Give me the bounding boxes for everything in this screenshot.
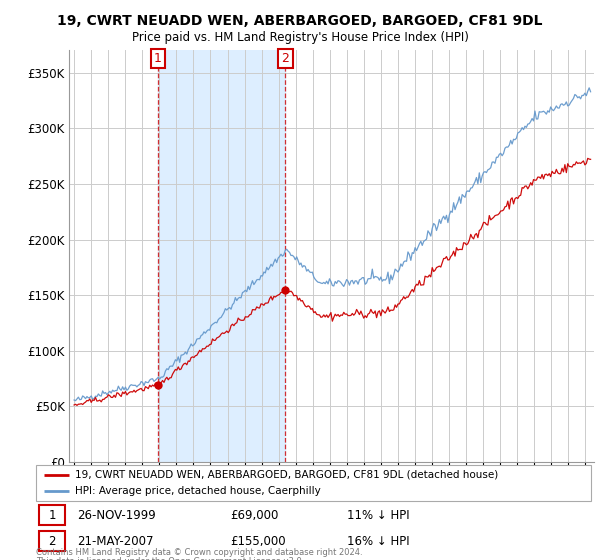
Text: HPI: Average price, detached house, Caerphilly: HPI: Average price, detached house, Caer… <box>75 487 320 496</box>
Text: This data is licensed under the Open Government Licence v3.0.: This data is licensed under the Open Gov… <box>36 557 304 560</box>
Text: 2: 2 <box>281 52 289 65</box>
Text: £69,000: £69,000 <box>230 508 278 522</box>
Text: 16% ↓ HPI: 16% ↓ HPI <box>347 534 409 548</box>
Text: Contains HM Land Registry data © Crown copyright and database right 2024.: Contains HM Land Registry data © Crown c… <box>36 548 362 557</box>
Text: 1: 1 <box>49 508 56 522</box>
FancyBboxPatch shape <box>36 465 591 501</box>
Bar <box>158 50 286 462</box>
Text: 21-MAY-2007: 21-MAY-2007 <box>77 534 154 548</box>
Text: 26-NOV-1999: 26-NOV-1999 <box>77 508 157 522</box>
Text: 1: 1 <box>154 52 161 65</box>
Text: 11% ↓ HPI: 11% ↓ HPI <box>347 508 409 522</box>
Text: £155,000: £155,000 <box>230 534 286 548</box>
Text: 19, CWRT NEUADD WEN, ABERBARGOED, BARGOED, CF81 9DL (detached house): 19, CWRT NEUADD WEN, ABERBARGOED, BARGOE… <box>75 470 498 479</box>
Text: 2: 2 <box>49 534 56 548</box>
Text: 19, CWRT NEUADD WEN, ABERBARGOED, BARGOED, CF81 9DL: 19, CWRT NEUADD WEN, ABERBARGOED, BARGOE… <box>57 14 543 28</box>
FancyBboxPatch shape <box>39 531 65 551</box>
Text: Price paid vs. HM Land Registry's House Price Index (HPI): Price paid vs. HM Land Registry's House … <box>131 31 469 44</box>
FancyBboxPatch shape <box>39 506 65 525</box>
